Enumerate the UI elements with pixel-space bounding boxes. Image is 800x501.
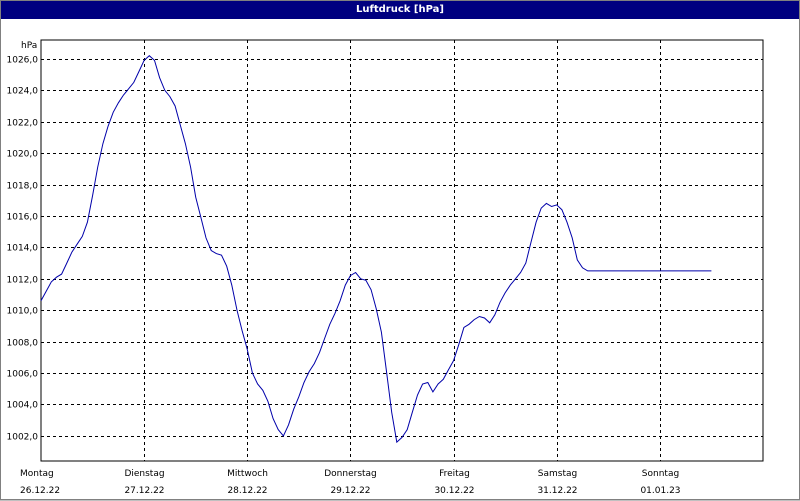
x-tick-date-label: 27.12.22: [124, 486, 164, 496]
series-line: [40, 55, 712, 444]
x-tick-date-label: 28.12.22: [227, 486, 267, 496]
x-tick-day-label: Samstag: [538, 469, 577, 479]
y-tick-label: 1026,0: [7, 56, 39, 66]
y-tick-label: 1004,0: [7, 401, 39, 411]
x-tick-day-label: Montag: [20, 469, 54, 479]
x-tick-date-label: 26.12.22: [20, 486, 60, 496]
y-tick-label: 1012,0: [7, 276, 39, 286]
x-tick-day-label: Sonntag: [642, 469, 679, 479]
plot-area-frame: [40, 39, 764, 462]
y-tick-label: 1016,0: [7, 213, 39, 223]
x-tick-date-label: 30.12.22: [434, 486, 474, 496]
y-tick-label: 1018,0: [7, 182, 39, 192]
x-tick-day-label: Donnerstag: [324, 469, 377, 479]
x-tick-day-label: Mittwoch: [227, 469, 268, 479]
series-group: [40, 55, 712, 444]
y-tick-label: 1014,0: [7, 244, 39, 254]
chart-title: Luftdruck [hPa]: [1, 1, 799, 19]
x-tick-day-label: Freitag: [439, 469, 470, 479]
x-tick-day-label: Dienstag: [124, 469, 164, 479]
x-tick-date-label: 29.12.22: [330, 486, 370, 496]
y-tick-label: 1022,0: [7, 119, 39, 129]
y-tick-label: 1008,0: [7, 339, 39, 349]
y-tick-label: 1006,0: [7, 370, 39, 380]
y-tick-label: 1002,0: [7, 433, 39, 443]
y-tick-label: 1024,0: [7, 87, 39, 97]
y-axis-ticks: 1002,0 1004,0 1006,0 1008,0 1010,0 1012,0 1014…: [7, 56, 39, 443]
y-tick-label: 1020,0: [7, 150, 39, 160]
y-axis-unit-label: hPa: [21, 41, 37, 51]
x-tick-date-label: 01.01.23: [640, 486, 680, 496]
x-tick-date-label: 31.12.22: [537, 486, 577, 496]
x-axis-ticks: Montag 26.12.22 Dienstag 27.12.22 Mittwoch 28…: [20, 469, 681, 496]
grid-lines: [41, 40, 763, 461]
y-tick-label: 1010,0: [7, 307, 39, 317]
